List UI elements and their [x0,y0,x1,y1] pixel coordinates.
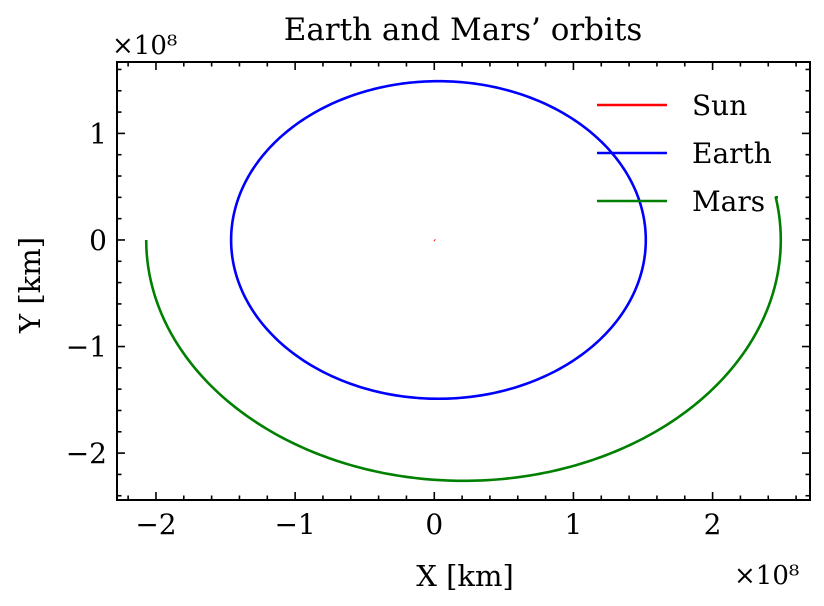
axes-frame [116,61,811,501]
y-axis-offset-label: ×10⁸ [112,31,177,61]
x-tick-label: 2 [704,508,722,541]
legend-label-mars: Mars [692,185,765,218]
chart-title: Earth and Mars’ orbits [284,12,643,48]
x-axis-offset-label: ×10⁸ [734,561,799,591]
x-tick-labels: −2 −1 0 1 2 [135,508,721,541]
x-tick-label: −1 [274,508,315,541]
y-tick-label: 0 [89,224,107,257]
x-tick-label: 0 [425,508,443,541]
y-tick-label: −1 [66,331,107,364]
y-tick-labels: −2 −1 0 1 [66,117,107,470]
y-axis-label: Y [km] [13,237,47,334]
x-axis-label: X [km] [416,559,514,593]
series-line-earth [229,79,648,401]
y-tick-label: −2 [66,437,107,470]
x-tick-label: 1 [565,508,583,541]
series-layer [144,79,783,483]
plot-area [116,61,811,501]
y-tick-label: 1 [89,117,107,150]
legend: Sun Earth Mars [597,89,772,218]
series-line-mars [144,196,783,483]
legend-label-sun: Sun [692,89,747,122]
x-tick-label: −2 [135,508,176,541]
legend-label-earth: Earth [692,137,772,170]
tick-marks [117,62,810,500]
series-line-sun [433,238,436,242]
